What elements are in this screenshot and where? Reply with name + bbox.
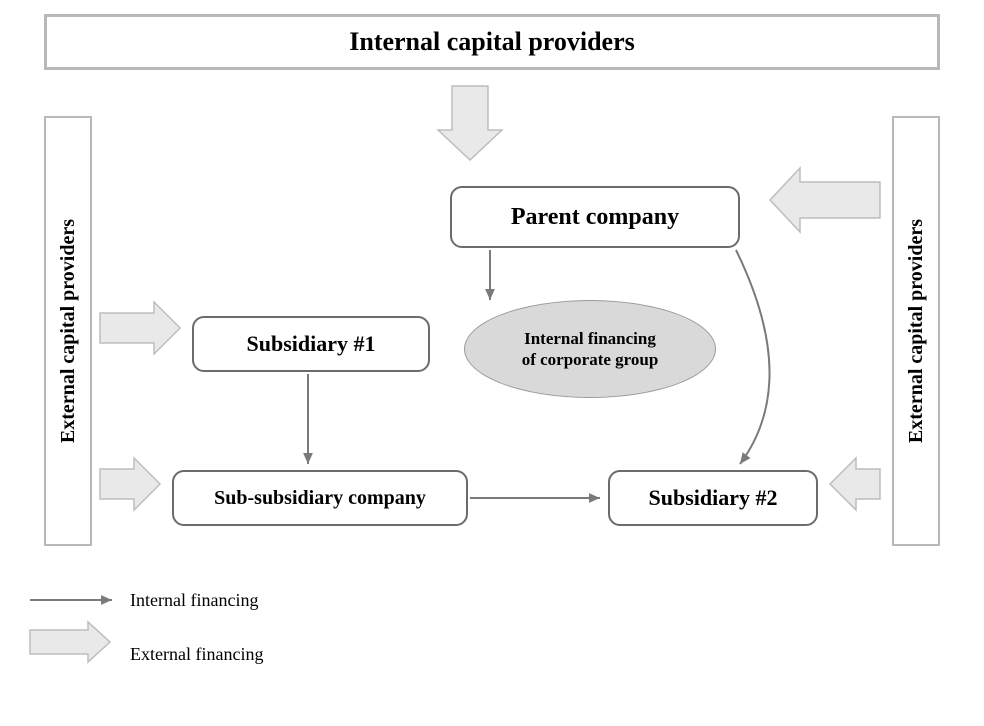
legend-external-label: External financing — [130, 644, 263, 665]
node-external-providers-left: External capital providers — [44, 116, 92, 546]
legend-internal-label: Internal financing — [130, 590, 258, 611]
node-label: External capital providers — [57, 219, 80, 443]
node-external-providers-right: External capital providers — [892, 116, 940, 546]
node-subsidiary-1: Subsidiary #1 — [192, 316, 430, 372]
ellipse-line2: of corporate group — [522, 350, 659, 369]
node-label: Parent company — [511, 204, 679, 231]
node-internal-capital-providers: Internal capital providers — [44, 14, 940, 70]
node-parent-company: Parent company — [450, 186, 740, 248]
node-sub-subsidiary: Sub-subsidiary company — [172, 470, 468, 526]
ellipse-text: Internal financing of corporate group — [522, 328, 659, 371]
node-label: Sub-subsidiary company — [214, 487, 426, 510]
node-label: Internal capital providers — [349, 27, 635, 57]
node-internal-financing-ellipse: Internal financing of corporate group — [464, 300, 716, 398]
ellipse-line1: Internal financing — [524, 329, 656, 348]
node-label: Subsidiary #1 — [247, 331, 376, 357]
node-label: Subsidiary #2 — [649, 485, 778, 511]
node-subsidiary-2: Subsidiary #2 — [608, 470, 818, 526]
node-label: External capital providers — [905, 219, 928, 443]
diagram-stage: Internal capital providers External capi… — [0, 0, 984, 726]
